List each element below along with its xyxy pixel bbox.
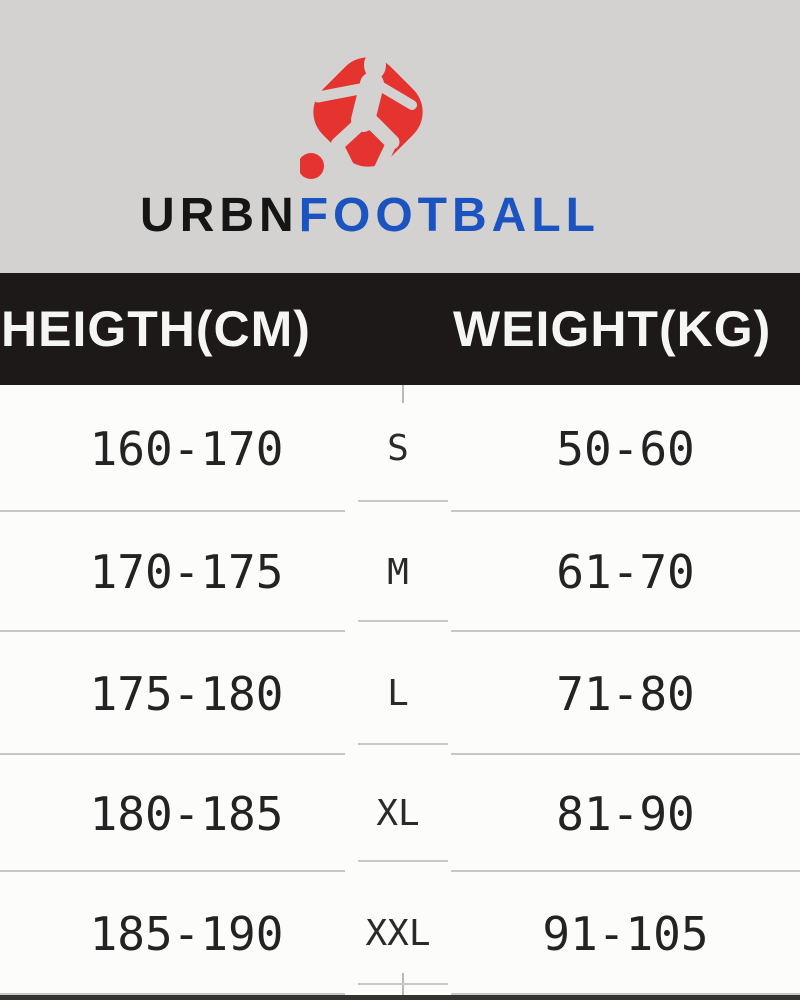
height-value: 185-190 [89,906,284,961]
table-row-l: 175-180 L 71-80 [0,632,800,755]
column-divider-tick [402,385,404,403]
weight-column-header: WEIGHT(KG) [453,301,772,357]
table-row-xxl: 185-190 XXL 91-105 [0,872,800,995]
weight-value: 50-60 [556,421,695,476]
weight-cell: 81-90 [451,755,800,872]
brand-header: URBNFOOTBALL [0,0,800,273]
size-cell: XL [345,755,451,872]
weight-value: 71-80 [556,666,695,721]
height-cell: 180-185 [0,755,345,872]
weight-cell: 50-60 [451,385,800,512]
table-row-m: 170-175 M 61-70 [0,512,800,632]
weight-cell: 91-105 [451,872,800,995]
size-cell: L [345,632,451,755]
weight-value: 81-90 [556,786,695,841]
height-column-header: HEIGTH(CM) [1,301,311,357]
wordmark-football: FOOTBALL [298,189,600,242]
height-cell: 160-170 [0,385,345,512]
brand-wordmark: URBNFOOTBALL [0,192,800,240]
height-cell: 185-190 [0,872,345,995]
size-table: 160-170 S 50-60 170-175 M 61-70 175-1 [0,385,800,995]
height-value: 180-185 [89,786,284,841]
size-cell: S [345,385,451,512]
size-value: M [387,551,409,593]
size-cell: XXL [345,872,451,995]
bottom-border-bar [0,995,800,1000]
height-value: 160-170 [89,421,284,476]
wordmark-urbn: URBN [140,189,299,242]
size-value: S [387,428,409,469]
size-value: XXL [365,913,431,954]
ball-icon [300,153,324,179]
weight-cell: 61-70 [451,512,800,632]
weight-cell: 71-80 [451,632,800,755]
table-header-bar: HEIGTH(CM) WEIGHT(KG) [0,273,800,385]
table-row-s: 160-170 S 50-60 [0,385,800,512]
size-value: XL [376,793,420,834]
height-value: 175-180 [89,666,284,721]
column-divider-tick [402,973,404,995]
size-cell: M [345,512,451,632]
weight-value: 91-105 [542,906,709,961]
brand-logo [300,38,440,188]
weight-value: 61-70 [556,545,695,599]
table-row-xl: 180-185 XL 81-90 [0,755,800,872]
soccer-player-icon [300,51,423,184]
height-value: 170-175 [89,545,284,599]
height-cell: 175-180 [0,632,345,755]
size-value: L [387,673,409,714]
height-cell: 170-175 [0,512,345,632]
